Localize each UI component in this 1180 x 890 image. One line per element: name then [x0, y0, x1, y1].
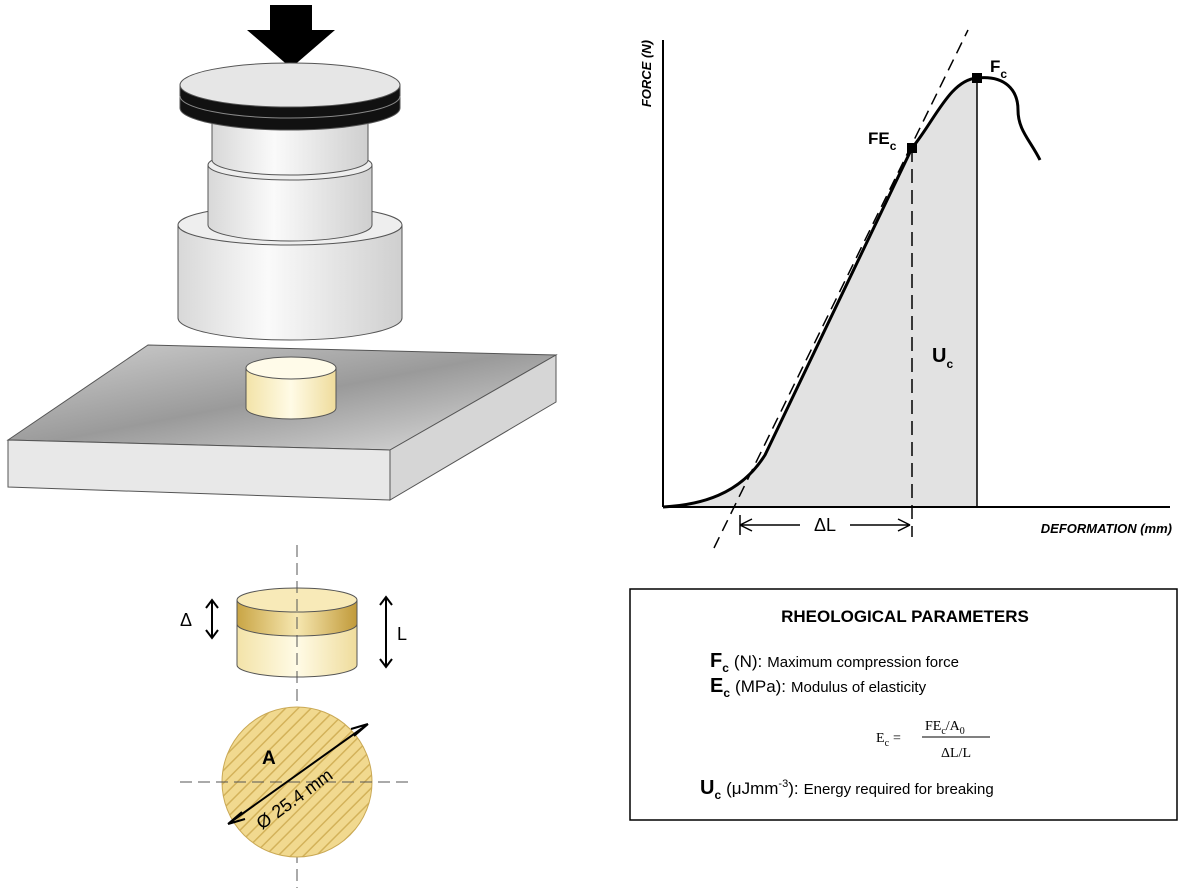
sample-top — [246, 357, 336, 379]
parameter-sub: c — [714, 788, 721, 802]
peak-label-main: F — [990, 57, 1000, 76]
parameter-unit: (μJmm — [726, 779, 778, 798]
formula-lhs-sub: c — [885, 738, 890, 749]
plate-front — [8, 440, 390, 500]
length-text: L — [397, 624, 407, 644]
parameter-symbol: U — [700, 777, 714, 799]
formula-num-a: FE — [925, 719, 941, 734]
parameter-description: Energy required for breaking — [804, 781, 994, 798]
area-label-main: U — [932, 345, 946, 367]
parameter-description: Modulus of elasticity — [791, 679, 927, 696]
peak-point — [972, 73, 982, 83]
parameter-unit: (N): — [734, 652, 762, 671]
formula-denominator: ΔL/L — [941, 746, 971, 761]
parameter-description: Maximum compression force — [767, 654, 959, 671]
x-axis-label: DEFORMATION (mm) — [1041, 521, 1172, 536]
parameters-title: RHEOLOGICAL PARAMETERS — [781, 607, 1029, 626]
press — [8, 5, 556, 500]
parameter-sub: c — [723, 686, 730, 700]
formula-equals: = — [893, 731, 901, 746]
graph — [663, 30, 1170, 548]
parameter-symbol: E — [710, 675, 723, 697]
formula-lhs-main: E — [876, 731, 885, 746]
top-platen — [180, 63, 400, 107]
force-arrow — [247, 5, 335, 68]
parameter-unit-sup: -3 — [778, 778, 788, 790]
energy-area — [663, 78, 977, 507]
sample-detail — [180, 545, 412, 888]
parameter-symbol: F — [710, 650, 722, 672]
elastic-label: FEc — [868, 129, 897, 153]
y-axis-label: FORCE (N) — [639, 40, 654, 107]
area-text: A — [262, 748, 276, 769]
elastic-point — [907, 143, 917, 153]
delta-arrow — [206, 600, 218, 638]
formula-num-sub2: 0 — [960, 726, 965, 737]
length-arrow — [380, 597, 392, 667]
formula-num-b: /A — [946, 719, 961, 734]
peak-label-sub: c — [1000, 67, 1007, 81]
area-label-sub: c — [946, 357, 953, 371]
parameter-unit-end: ): — [788, 779, 798, 798]
elastic-label-sub: c — [890, 139, 897, 153]
delta-text: Δ — [180, 610, 192, 630]
elastic-label-main: FE — [868, 129, 890, 148]
diagram: Δ L A Ø 25.4 mm FORCE (N) DEFORMATION (m… — [0, 0, 1180, 890]
parameter-unit: (MPa): — [735, 677, 786, 696]
parameter-sub: c — [722, 661, 729, 675]
delta-l-label: ΔL — [814, 515, 836, 535]
